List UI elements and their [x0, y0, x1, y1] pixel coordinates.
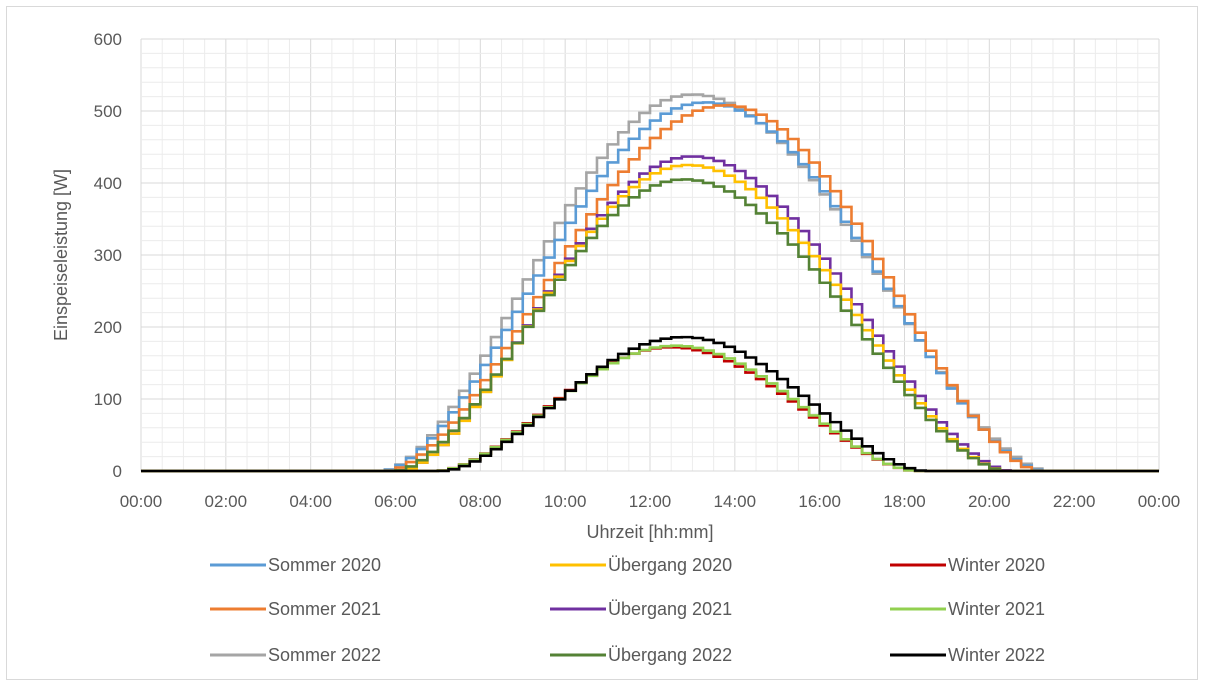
x-tick-label: 16:00 — [798, 492, 841, 511]
y-axis-title: Einspeiseleistung [W] — [51, 169, 71, 341]
legend-label: Winter 2022 — [948, 645, 1045, 665]
y-tick-label: 400 — [94, 174, 122, 193]
y-tick-label: 600 — [94, 30, 122, 49]
legend-label: Sommer 2022 — [268, 645, 381, 665]
legend-label: Sommer 2020 — [268, 555, 381, 575]
x-tick-label: 20:00 — [968, 492, 1011, 511]
legend-label: Übergang 2022 — [608, 645, 732, 665]
y-tick-label: 200 — [94, 318, 122, 337]
x-tick-label: 06:00 — [374, 492, 417, 511]
legend: Sommer 2020 Übergang 2020 Winter 2020 Somme… — [210, 555, 1045, 665]
y-tick-label: 0 — [113, 462, 122, 481]
y-tick-label: 500 — [94, 102, 122, 121]
chart-frame — [6, 6, 1198, 680]
x-tick-label: 02:00 — [205, 492, 248, 511]
x-axis-title: Uhrzeit [hh:mm] — [586, 522, 713, 542]
gridlines — [140, 38, 1160, 472]
x-tick-label: 14:00 — [714, 492, 757, 511]
series-lines — [141, 93, 1159, 473]
y-axis-ticks: 0 100 200 300 400 500 600 — [94, 30, 122, 481]
series-line — [141, 335, 1159, 473]
legend-label: Winter 2020 — [948, 555, 1045, 575]
x-tick-label: 00:00 — [120, 492, 163, 511]
series-line — [141, 104, 1159, 473]
series-line — [141, 101, 1159, 473]
x-axis-ticks: 00:00 02:00 04:00 06:00 08:00 10:00 12:00 14:00… — [120, 492, 1181, 511]
x-tick-label: 18:00 — [883, 492, 926, 511]
x-tick-label: 12:00 — [629, 492, 672, 511]
y-tick-label: 300 — [94, 246, 122, 265]
legend-label: Übergang 2020 — [608, 555, 732, 575]
x-tick-label: 00:00 — [1138, 492, 1181, 511]
legend-label: Übergang 2021 — [608, 599, 732, 619]
x-tick-label: 08:00 — [459, 492, 502, 511]
x-tick-label: 04:00 — [289, 492, 332, 511]
x-tick-label: 10:00 — [544, 492, 587, 511]
legend-label: Winter 2021 — [948, 599, 1045, 619]
y-tick-label: 100 — [94, 390, 122, 409]
x-tick-label: 22:00 — [1053, 492, 1096, 511]
legend-label: Sommer 2021 — [268, 599, 381, 619]
